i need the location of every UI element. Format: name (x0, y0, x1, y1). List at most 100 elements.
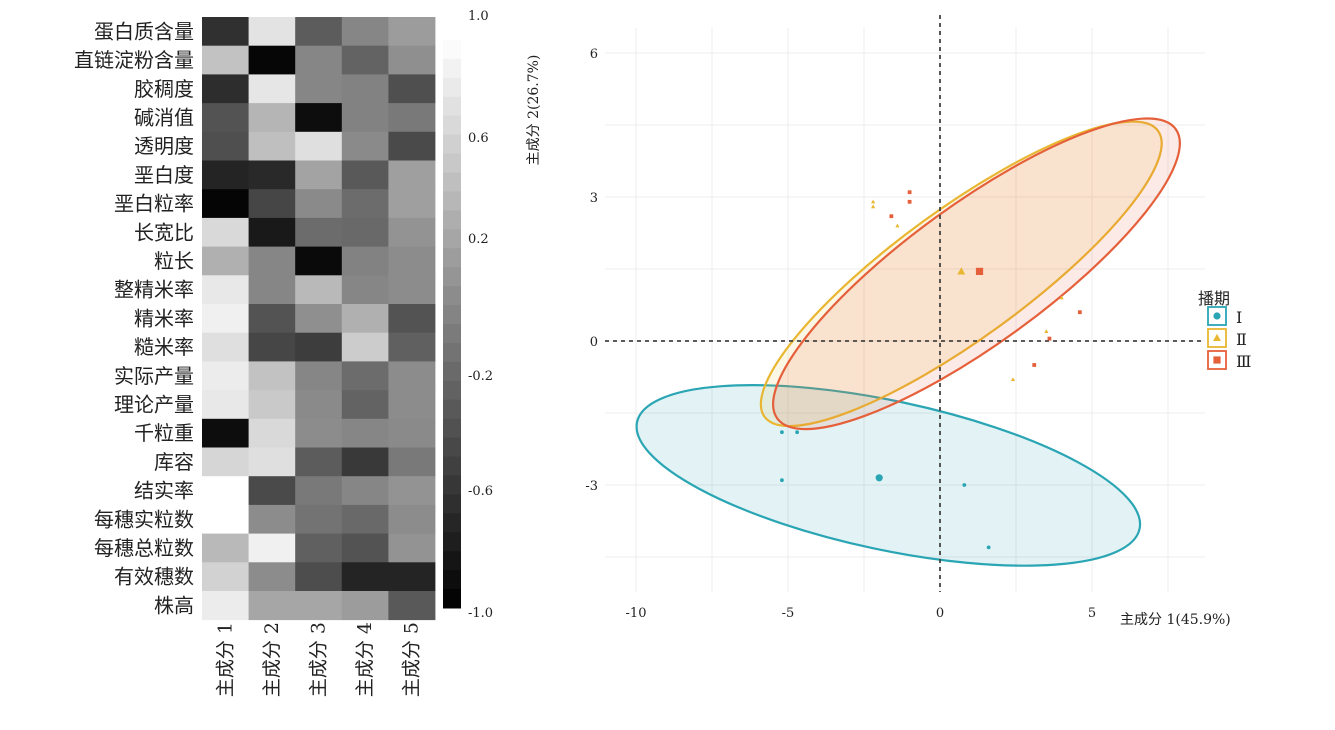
heatmap-cell (341, 304, 389, 334)
colorbar-segment (443, 115, 461, 136)
heatmap-cell (295, 160, 343, 190)
colorbar-segment (443, 153, 461, 174)
heatmap-cell (295, 533, 343, 563)
heatmap-cell (341, 361, 389, 391)
heatmap-cell (388, 189, 436, 219)
colorbar-segment (443, 172, 461, 192)
heatmap-cell (388, 476, 436, 506)
heatmap-cell (388, 275, 436, 305)
heatmap-row-label: 精米率 (134, 306, 194, 330)
heatmap-cell (388, 504, 436, 534)
colorbar-segment (443, 210, 461, 230)
heatmap-cell (341, 504, 389, 534)
heatmap-cell (248, 332, 296, 362)
heatmap-row-label: 每穗总粒数 (94, 536, 194, 560)
heatmap-row-labels: 蛋白质含量直链淀粉含量胶稠度碱消值透明度垩白度垩白粒率长宽比粒长整精米率精米率糙… (74, 19, 194, 617)
heatmap-row-label: 千粒重 (134, 421, 194, 445)
heatmap-cell (248, 131, 296, 161)
heatmap-cell (248, 189, 296, 219)
heatmap-cell (388, 304, 436, 334)
colorbar-tick-label: 1.0 (468, 9, 489, 24)
confidence-ellipse (635, 384, 1142, 567)
heatmap-cell (341, 390, 389, 420)
heatmap-cell (341, 17, 389, 47)
reference-lines (605, 15, 1205, 592)
heatmap-column-label: 主成分 2 (261, 622, 283, 697)
heatmap-cell (248, 504, 296, 534)
heatmap-cell (202, 562, 249, 592)
colorbar-segment (443, 399, 461, 420)
heatmap-cell (388, 418, 436, 448)
heatmap-cell (295, 361, 343, 391)
x-tick-label: 5 (1088, 606, 1096, 621)
heatmap-cell (202, 246, 249, 276)
legend-label: Ⅰ (1236, 308, 1242, 327)
heatmap-cell (202, 103, 249, 133)
heatmap-cell (202, 476, 249, 506)
colorbar-segment (443, 324, 461, 344)
heatmap-cell (248, 418, 296, 448)
heatmap-cell (248, 275, 296, 305)
heatmap-row-label: 直链淀粉含量 (74, 48, 194, 72)
heatmap-cell (295, 591, 343, 621)
heatmap-row-label: 理论产量 (114, 392, 194, 416)
colorbar-segment (443, 570, 461, 590)
data-point (795, 430, 800, 435)
legend-marker (1213, 312, 1221, 320)
heatmap-cell (202, 217, 249, 247)
heatmap-row-label: 每穗实粒数 (94, 507, 194, 531)
colorbar-tick-label: -1.0 (468, 606, 493, 621)
y-tick-label: -3 (585, 479, 598, 494)
heatmap-column-label: 主成分 1 (214, 622, 236, 697)
heatmap-cell (341, 103, 389, 133)
heatmap-row-label: 实际产量 (114, 364, 194, 388)
scatter-tick-labels: -10 -5 0 5 6 3 0 -3 (585, 47, 1096, 621)
legend-label: Ⅲ (1236, 352, 1251, 371)
heatmap-row-label: 有效穗数 (114, 565, 194, 589)
heatmap-cell (295, 332, 343, 362)
heatmap-column-label: 主成分 4 (354, 622, 376, 697)
colorbar-segment (443, 361, 461, 382)
colorbar-segment (443, 437, 461, 458)
colorbar-tick-label: -0.6 (468, 484, 493, 499)
heatmap-cell (388, 533, 436, 563)
colorbar-segment (443, 40, 461, 60)
heatmap-cell (202, 304, 249, 334)
heatmap-cell (388, 217, 436, 247)
scatter-points (780, 190, 1082, 550)
heatmap-cell (295, 275, 343, 305)
centroid-point (957, 267, 966, 275)
heatmap-cell (388, 160, 436, 190)
confidence-ellipses (635, 117, 1181, 567)
heatmap-cell (248, 390, 296, 420)
heatmap-column-labels: 主成分 1 主成分 2 主成分 3 主成分 4 主成分 5 (214, 622, 422, 697)
heatmap-cell (295, 246, 343, 276)
y-axis-label: 主成分 2(26.7%) (526, 55, 542, 166)
colorbar-tick-label: 0.2 (468, 232, 489, 247)
colorbar-segment (443, 96, 461, 117)
heatmap-cell (248, 533, 296, 563)
heatmap-cell (341, 275, 389, 305)
heatmap-cell (341, 131, 389, 161)
heatmap-cell (341, 160, 389, 190)
heatmap-cell (248, 160, 296, 190)
colorbar-segment (443, 286, 461, 306)
heatmap-cell (248, 74, 296, 104)
heatmap-cell (248, 476, 296, 506)
heatmap-cell (295, 418, 343, 448)
heatmap-cell (295, 390, 343, 420)
data-point (780, 478, 784, 483)
heatmap-cell (388, 17, 436, 47)
colorbar-segment (443, 494, 461, 514)
heatmap-cell (341, 74, 389, 104)
colorbar-segment (443, 418, 461, 439)
heatmap-cell (295, 74, 343, 104)
heatmap-cell (202, 361, 249, 391)
heatmap-cell (295, 45, 343, 75)
heatmap-cell (295, 17, 343, 47)
data-point (907, 190, 912, 195)
colorbar-segment (443, 380, 461, 401)
heatmap-cell (388, 45, 436, 75)
heatmap-cell (248, 45, 296, 75)
